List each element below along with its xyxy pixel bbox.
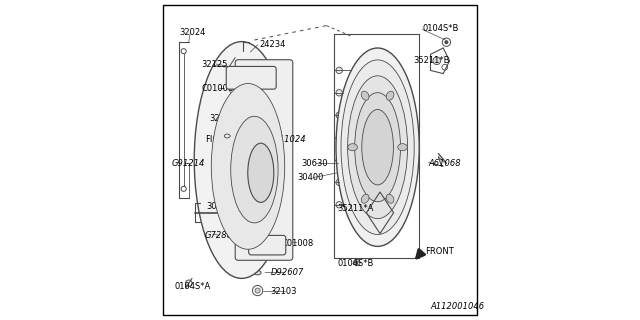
- Ellipse shape: [341, 60, 414, 235]
- Text: FRONT: FRONT: [426, 247, 454, 256]
- FancyBboxPatch shape: [249, 236, 285, 255]
- Circle shape: [336, 112, 342, 118]
- Circle shape: [214, 233, 218, 236]
- Ellipse shape: [361, 91, 369, 100]
- Circle shape: [433, 57, 440, 65]
- Circle shape: [255, 288, 260, 293]
- Text: 32103: 32103: [270, 287, 297, 296]
- Ellipse shape: [386, 91, 394, 100]
- Text: G91214: G91214: [172, 159, 205, 168]
- Circle shape: [275, 78, 278, 82]
- Circle shape: [445, 41, 448, 44]
- Circle shape: [237, 264, 240, 267]
- Text: 0104S*B: 0104S*B: [422, 24, 459, 33]
- Ellipse shape: [361, 194, 369, 203]
- Text: 30630: 30630: [301, 159, 328, 168]
- Text: 32125: 32125: [202, 60, 228, 68]
- Circle shape: [356, 261, 358, 264]
- Circle shape: [276, 239, 280, 242]
- Ellipse shape: [398, 144, 408, 151]
- Text: A112001046: A112001046: [430, 302, 484, 311]
- Text: 35211*A: 35211*A: [338, 204, 374, 212]
- Circle shape: [336, 67, 342, 74]
- Circle shape: [348, 106, 350, 109]
- Circle shape: [211, 78, 214, 82]
- Ellipse shape: [248, 143, 274, 203]
- Ellipse shape: [254, 270, 261, 275]
- Circle shape: [336, 90, 342, 96]
- Circle shape: [248, 51, 251, 54]
- Ellipse shape: [362, 109, 394, 185]
- Circle shape: [376, 215, 384, 223]
- FancyBboxPatch shape: [227, 67, 276, 89]
- Circle shape: [226, 86, 229, 90]
- Circle shape: [226, 114, 228, 116]
- Circle shape: [198, 158, 202, 162]
- Text: 30461: 30461: [206, 202, 233, 211]
- Ellipse shape: [195, 42, 289, 278]
- Text: 32024: 32024: [179, 28, 205, 36]
- Circle shape: [336, 202, 342, 208]
- Circle shape: [246, 56, 250, 59]
- Ellipse shape: [211, 84, 285, 249]
- Circle shape: [285, 126, 288, 130]
- Text: A61068: A61068: [429, 159, 461, 168]
- Text: D92607: D92607: [270, 268, 304, 277]
- Text: 30400: 30400: [298, 173, 324, 182]
- FancyBboxPatch shape: [236, 60, 292, 260]
- Circle shape: [282, 190, 285, 194]
- Circle shape: [365, 220, 367, 223]
- Circle shape: [272, 238, 275, 242]
- Circle shape: [405, 186, 408, 188]
- Circle shape: [388, 220, 390, 223]
- Circle shape: [336, 157, 342, 163]
- Text: 0104S*A: 0104S*A: [174, 282, 211, 291]
- Circle shape: [336, 179, 342, 186]
- Text: 32034: 32034: [210, 114, 236, 123]
- Ellipse shape: [386, 194, 394, 203]
- Ellipse shape: [336, 48, 419, 246]
- Circle shape: [348, 186, 350, 188]
- Text: A11024: A11024: [274, 135, 306, 144]
- Text: 24234: 24234: [259, 40, 285, 49]
- Text: FIG.117: FIG.117: [205, 135, 237, 144]
- Circle shape: [208, 229, 211, 232]
- Circle shape: [374, 201, 386, 212]
- Text: C01008: C01008: [282, 239, 314, 248]
- Circle shape: [388, 71, 390, 74]
- Circle shape: [365, 71, 367, 74]
- Ellipse shape: [230, 116, 278, 223]
- Circle shape: [370, 140, 385, 155]
- Text: 0104S*B: 0104S*B: [338, 260, 374, 268]
- Ellipse shape: [348, 144, 358, 151]
- Circle shape: [336, 134, 342, 141]
- Text: G72808: G72808: [205, 231, 238, 240]
- Ellipse shape: [355, 92, 401, 202]
- Ellipse shape: [348, 76, 408, 219]
- Circle shape: [405, 106, 408, 109]
- Text: C01008: C01008: [202, 84, 234, 92]
- Text: 35211*B: 35211*B: [413, 56, 449, 65]
